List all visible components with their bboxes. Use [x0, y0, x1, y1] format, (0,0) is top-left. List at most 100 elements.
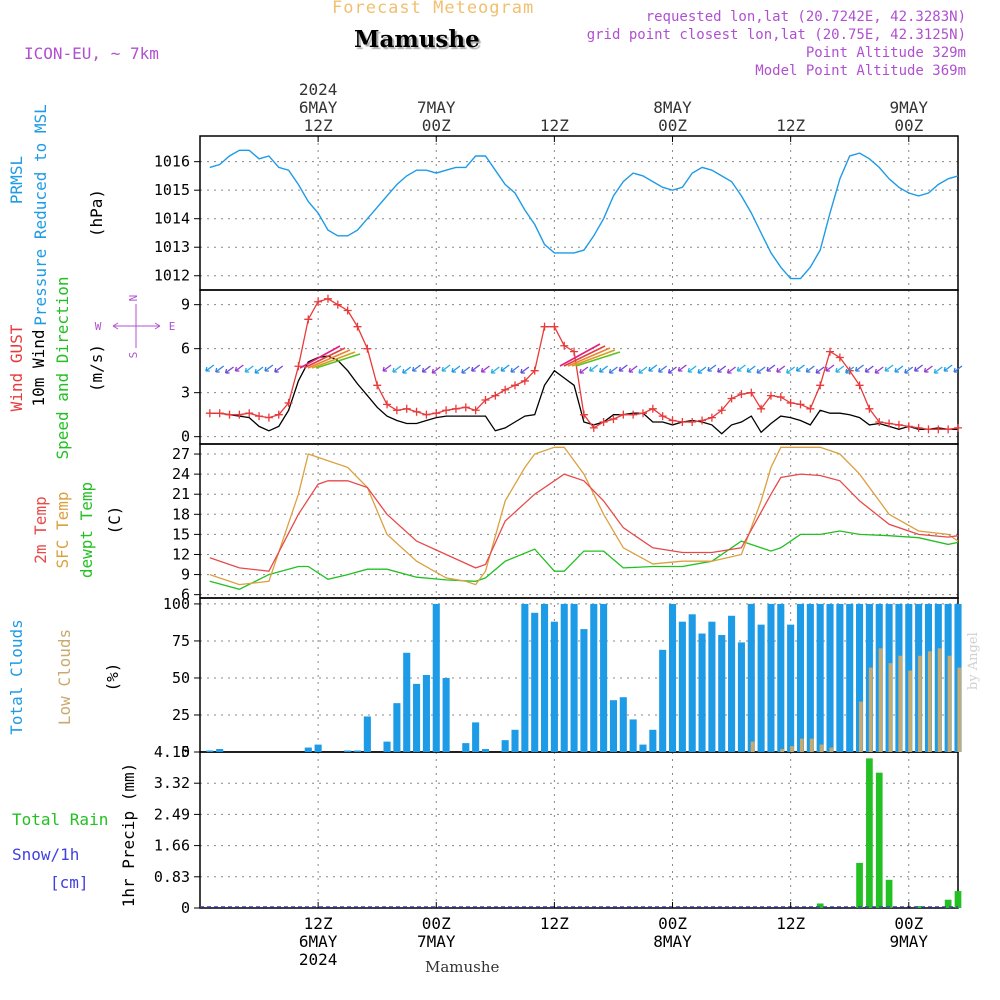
total-cloud-bar	[206, 750, 214, 752]
wind-direction-arrow	[205, 364, 215, 372]
panel-frame	[199, 597, 959, 753]
total-cloud-bar	[216, 749, 224, 752]
wind-direction-arrow	[904, 366, 914, 374]
low-cloud-title: Low Clouds	[55, 629, 74, 725]
total-cloud-bar	[846, 603, 854, 752]
wind-direction-arrow	[618, 364, 628, 372]
wind-gust-marker	[343, 306, 352, 315]
total-cloud-bar	[698, 633, 706, 752]
y-tick-label: 0	[181, 899, 190, 917]
surface-temp-line	[209, 446, 959, 586]
time-label-top: 12Z	[540, 116, 569, 135]
wind-direction-arrow	[766, 364, 776, 372]
y-tick-label: 21	[172, 485, 190, 503]
wind-direction-arrow	[658, 365, 668, 373]
wind-direction-arrow	[776, 365, 786, 373]
total-cloud-bar	[659, 649, 667, 752]
y-tick-label: 15	[172, 525, 190, 543]
wind-direction-arrow	[311, 351, 356, 369]
wind-direction-arrow	[480, 365, 490, 373]
wind-gust-marker	[914, 423, 923, 432]
low-cloud-bar	[829, 747, 834, 752]
y-tick-label: 18	[172, 505, 190, 523]
model-label: ICON-EU, ~ 7km	[24, 44, 159, 63]
wind-gust-marker	[885, 419, 894, 428]
wind-direction-arrow	[411, 364, 421, 372]
total-cloud-bar	[560, 603, 568, 752]
wind-gust-marker	[520, 376, 529, 385]
low-cloud-bar	[947, 655, 952, 752]
wind-direction-arrow	[677, 364, 687, 372]
compass-north: N	[127, 295, 140, 302]
wind-direction-arrow	[638, 366, 648, 374]
wind-direction-arrow	[756, 366, 766, 374]
wind-direction-arrow	[913, 364, 924, 372]
wind-gust-marker	[442, 406, 451, 415]
low-cloud-bar	[908, 670, 912, 752]
total-cloud-bar	[531, 612, 539, 752]
y-tick-label: 4.15	[154, 743, 190, 761]
total-cloud-bar	[649, 729, 657, 752]
wind-gust-marker	[638, 409, 647, 418]
wind-gust-marker	[619, 410, 628, 419]
wind-gust-marker	[353, 322, 362, 331]
total-cloud-bar	[590, 603, 598, 752]
wind-direction-arrow	[299, 345, 341, 369]
wind-direction-arrow	[421, 365, 431, 373]
total-cloud-bar	[629, 719, 637, 752]
wind-direction-arrow	[264, 364, 274, 372]
wind-gust-marker	[599, 418, 608, 426]
wind-direction-arrow	[884, 364, 894, 372]
low-cloud-bar	[957, 667, 962, 752]
total-cloud-bar	[541, 603, 549, 752]
total-cloud-bar	[737, 642, 745, 752]
wind-direction-arrow	[500, 364, 510, 372]
wind-direction-arrow	[864, 365, 874, 373]
pressure-title: Pressure Reduced to MSL	[31, 104, 50, 326]
footer-location: Mamushe	[425, 958, 500, 976]
panel-frame	[199, 135, 959, 291]
total-cloud-bar	[718, 635, 726, 752]
wind-gust-marker	[511, 381, 520, 390]
wind-direction-arrow	[471, 364, 481, 372]
total-cloud-bar	[462, 743, 470, 752]
y-tick-label: 27	[172, 445, 190, 463]
time-label-top: 8MAY	[653, 98, 692, 117]
compass-south: S	[127, 352, 140, 359]
total-cloud-bar	[353, 750, 362, 752]
y-tick-label: 24	[172, 465, 190, 483]
total-cloud-title: Total Clouds	[7, 619, 26, 735]
total-cloud-bar	[767, 603, 775, 752]
time-label-bottom: 6MAY	[299, 932, 338, 951]
product-title: Forecast Meteogram	[332, 0, 535, 18]
wind-direction-arrow	[697, 366, 707, 374]
time-label-bottom: 12Z	[776, 914, 805, 933]
wind-direction-arrow	[589, 364, 599, 372]
time-label-bottom: 12Z	[540, 914, 569, 933]
panel-frame	[199, 751, 959, 909]
location-title: Mamushe	[354, 26, 480, 53]
low-cloud-bar	[750, 741, 755, 752]
time-label-top: 9MAY	[890, 98, 929, 117]
total-cloud-bar	[619, 697, 627, 752]
low-cloud-bar	[799, 738, 804, 752]
wind-direction-arrow	[520, 366, 530, 374]
total-cloud-bar	[856, 603, 864, 752]
rain-bar	[866, 758, 873, 908]
total-cloud-bar	[481, 749, 490, 752]
wind-gust-marker	[550, 322, 559, 331]
wind-gust-marker	[747, 388, 756, 397]
time-label-bottom: 7MAY	[417, 932, 456, 951]
total-cloud-bar	[304, 747, 312, 752]
wind-gust-marker	[766, 391, 775, 400]
wind-gust-marker	[402, 404, 411, 413]
temp-2m-line	[209, 473, 959, 572]
total-cloud-bar	[787, 624, 795, 752]
total-cloud-bar	[757, 624, 765, 752]
wind-gust-marker	[648, 404, 657, 413]
total-cloud-bar	[383, 741, 391, 752]
low-cloud-bar	[780, 749, 785, 752]
sfc-temp-title: SFC Temp	[53, 491, 72, 568]
pressure-line	[209, 149, 959, 280]
cloud-unit: (%)	[103, 663, 122, 692]
